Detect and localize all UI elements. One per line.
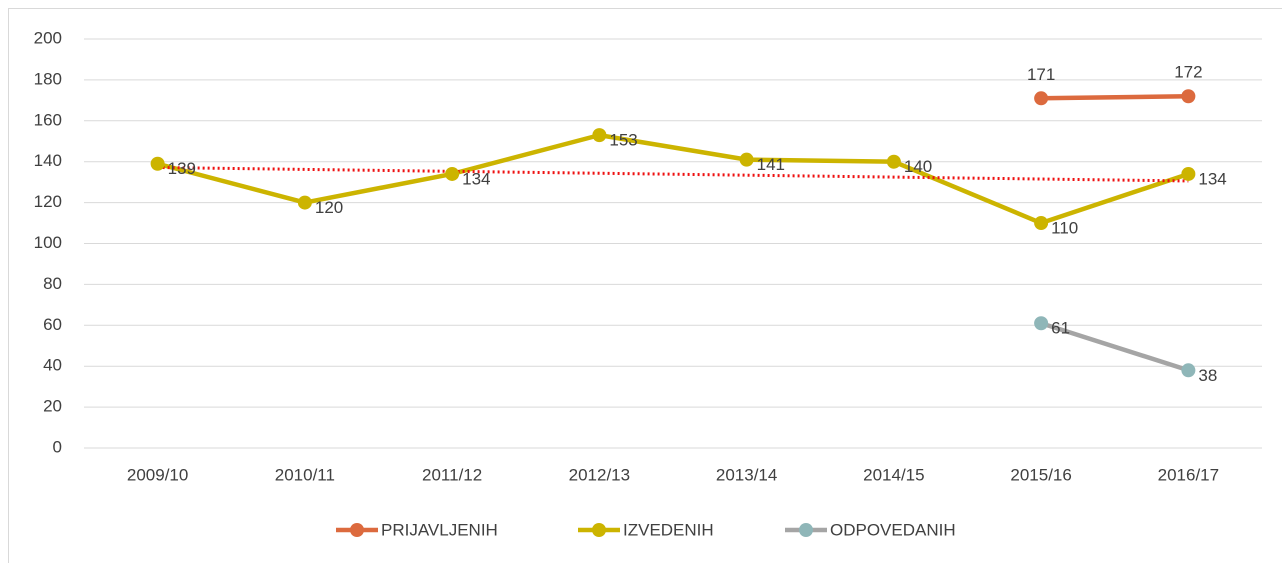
data-label: 110 [1051, 219, 1078, 238]
x-tick-label: 2010/11 [275, 465, 335, 484]
marker [739, 152, 754, 167]
y-tick-label: 200 [34, 28, 62, 47]
data-label: 38 [1198, 366, 1217, 385]
data-label: 134 [1198, 169, 1226, 188]
y-tick-label: 60 [43, 315, 62, 334]
y-tick-label: 100 [34, 233, 62, 252]
legend-marker [592, 523, 606, 537]
x-tick-label: 2012/13 [569, 465, 630, 484]
legend-label: ODPOVEDANIH [830, 520, 956, 539]
marker [1181, 89, 1196, 104]
data-label: 140 [904, 157, 932, 176]
marker [1034, 216, 1049, 231]
series-line [1040, 321, 1190, 373]
y-tick-label: 0 [53, 437, 62, 456]
x-tick-label: 2016/17 [1158, 465, 1219, 484]
chart-border [8, 8, 1282, 563]
data-label: 139 [168, 159, 196, 178]
data-label: 153 [609, 131, 637, 150]
marker [297, 195, 312, 210]
x-tick-label: 2011/12 [422, 465, 482, 484]
data-label: 134 [462, 169, 490, 188]
x-tick-label: 2014/15 [863, 465, 924, 484]
y-tick-label: 160 [34, 110, 62, 129]
x-tick-label: 2015/16 [1010, 465, 1071, 484]
y-tick-label: 20 [43, 397, 62, 416]
marker [1034, 316, 1049, 331]
marker [886, 154, 901, 169]
marker [1181, 363, 1196, 378]
series-line [157, 132, 1190, 226]
marker [1181, 166, 1196, 181]
y-tick-label: 140 [34, 151, 62, 170]
legend-label: PRIJAVLJENIH [381, 520, 498, 539]
marker [150, 156, 165, 171]
data-label: 171 [1027, 65, 1055, 84]
y-tick-label: 180 [34, 69, 62, 88]
legend-marker [350, 523, 364, 537]
y-tick-label: 80 [43, 274, 62, 293]
legend-marker [799, 523, 813, 537]
marker [592, 128, 607, 143]
data-label: 61 [1051, 319, 1070, 338]
trendline [157, 165, 1189, 183]
data-label: 141 [757, 155, 785, 174]
data-label: 120 [315, 198, 343, 217]
series-line [1041, 94, 1189, 101]
legend-label: IZVEDENIH [623, 520, 714, 539]
x-tick-label: 2009/10 [127, 465, 188, 484]
marker [1034, 91, 1049, 106]
marker [445, 166, 460, 181]
data-label: 172 [1174, 63, 1202, 82]
y-tick-label: 40 [43, 356, 62, 375]
x-tick-label: 2013/14 [716, 465, 777, 484]
y-tick-label: 120 [34, 192, 62, 211]
